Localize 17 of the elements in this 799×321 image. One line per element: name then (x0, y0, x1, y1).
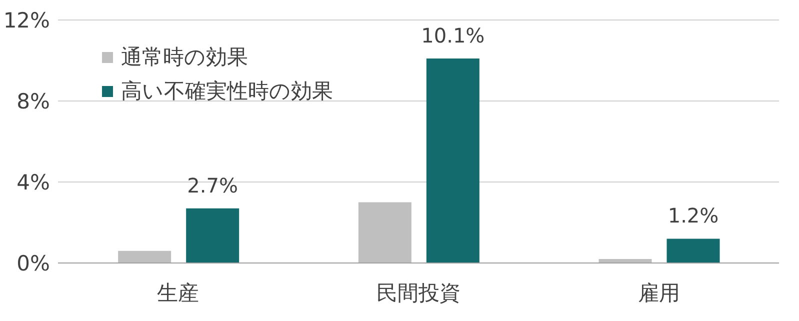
legend-label: 通常時の効果 (121, 44, 248, 71)
x-tick-label: 生産 (157, 280, 200, 305)
y-tick-label: 4% (16, 170, 50, 194)
x-tick-label: 雇用 (638, 280, 680, 305)
legend-label: 高い不確実性時の効果 (121, 78, 333, 105)
bar (186, 208, 240, 263)
y-tick-label: 0% (16, 251, 50, 276)
bar (358, 202, 412, 263)
bar (426, 58, 480, 263)
y-tick-label: 12% (3, 8, 50, 32)
bar (666, 238, 720, 263)
bar (118, 250, 172, 263)
y-tick-label: 8% (16, 89, 50, 114)
data-label: 2.7% (187, 173, 238, 198)
x-tick-label: 民間投資 (376, 280, 460, 305)
data-label: 1.2% (668, 204, 719, 228)
data-label: 10.1% (421, 23, 485, 48)
